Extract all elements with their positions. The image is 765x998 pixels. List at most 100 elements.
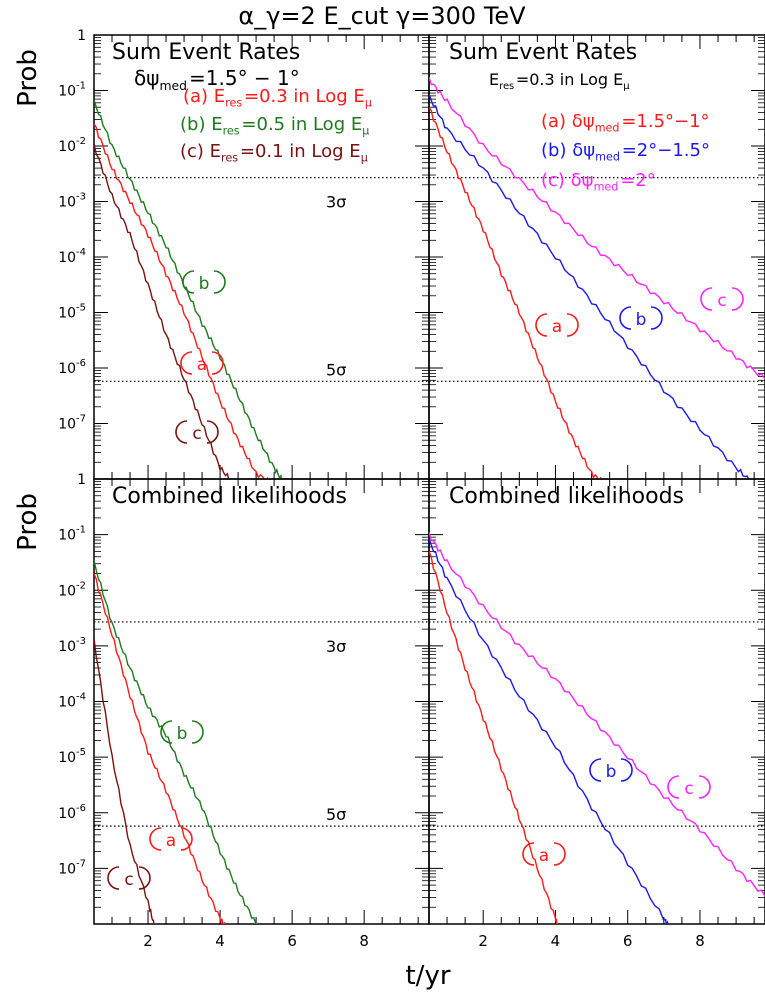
curve-label-arc-right [731, 287, 744, 311]
figure-title: α_γ=2 E_cut γ=300 TeV [238, 2, 526, 30]
panel-1: 1 10-1 10-2 10-3 10-4 10-5 10-6 10-7 3σ 5σ Sum Eve… [58, 28, 430, 480]
legend-entry-1: (a) δψmed =1.5°−1° [541, 111, 710, 135]
curve-label-a: a [149, 827, 193, 851]
y-tick-label: 10-5 [58, 747, 86, 766]
x-axis-label: t/yr [405, 961, 450, 991]
x-tick-label: 6 [287, 932, 297, 950]
panel-frame [93, 478, 430, 925]
curve-label-c: c [175, 420, 219, 444]
x-tick-label: 8 [359, 932, 369, 950]
curve-label-text: a [166, 831, 176, 851]
series-line-1 [429, 106, 602, 479]
curve-label-arc-left [535, 313, 548, 337]
x-tick-label: 2 [478, 932, 488, 950]
curve-label-arc-left [619, 306, 632, 330]
series-line-2 [429, 537, 671, 924]
panel-subtitle: Eres =0.3 in Log Eμ [489, 70, 631, 92]
curve-label-arc-right [191, 720, 204, 744]
series-line-2 [94, 99, 283, 479]
curve-label-c: c [107, 866, 151, 890]
curve-label-c: c [667, 775, 711, 799]
y-tick-label: 10-4 [58, 247, 86, 266]
x-tick-label: 6 [623, 932, 633, 950]
y-tick-label: 1 [77, 28, 86, 44]
y-tick-label: 10-3 [58, 192, 86, 211]
sigma-label: 5σ [326, 360, 346, 379]
series-line-1 [94, 123, 269, 479]
curve-label-arc-right [138, 866, 151, 890]
panel-frame [428, 34, 765, 480]
panel-3: 1 10-1 10-2 10-3 10-4 10-5 10-6 10-7 2 4 6 8 3σ 5σ Com… [58, 472, 430, 950]
series-line-2 [94, 560, 258, 924]
legend-entry-2: (b) Eres =0.5 in Log Eμ [180, 114, 371, 138]
panel-frame [428, 478, 765, 925]
y-tick-label: 10-1 [58, 81, 86, 100]
panel-title: Combined likelihoods [449, 484, 684, 509]
panel-4: 2 4 6 8 Combined likelihoods a b c [428, 478, 765, 950]
curve-label-arc-left [182, 270, 195, 294]
curve-label-b: b [160, 720, 204, 744]
series-line-3 [429, 76, 765, 380]
curve-label-arc-left [149, 827, 162, 851]
curve-label-arc-left [107, 866, 120, 890]
curve-label-arc-left [700, 287, 713, 311]
y-tick-label: 10-1 [58, 525, 86, 544]
curve-label-arc-right [620, 758, 633, 782]
series-line-3 [94, 143, 230, 479]
x-tick-label: 8 [695, 932, 705, 950]
panel-2: Sum Event Rates Eres =0.3 in Log Eμ (a) δ… [428, 34, 765, 480]
y-tick-label: 10-3 [58, 636, 86, 655]
curve-label-text: b [199, 274, 210, 294]
curve-label-a: a [180, 351, 224, 375]
legend-entry-3: (c) Eres =0.1 in Log Eμ [180, 141, 370, 165]
curve-label-b: b [619, 306, 663, 330]
series-line-2 [429, 93, 750, 479]
curve-label-text: c [717, 291, 726, 311]
curve-label-arc-left [160, 720, 173, 744]
curve-label-text: b [606, 762, 617, 782]
curve-label-arc-left [589, 758, 602, 782]
y-tick-label: 10-7 [58, 858, 86, 877]
panel-title: Combined likelihoods [112, 484, 347, 509]
legend-entry-2: (b) δψmed =2°−1.5° [541, 140, 710, 164]
y-axis-label-bottom: Prob [13, 493, 43, 551]
panel-title: Sum Event Rates [449, 40, 637, 65]
curve-label-arc-right [211, 351, 224, 375]
series-line-3 [429, 532, 765, 897]
curve-label-text: a [552, 317, 562, 337]
curve-label-arc-right [698, 775, 711, 799]
series-line-1 [429, 551, 559, 924]
curve-label-arc-right [180, 827, 193, 851]
y-tick-label: 10-5 [58, 303, 86, 322]
y-tick-label: 10-2 [58, 580, 86, 599]
panels-group: 1 10-1 10-2 10-3 10-4 10-5 10-6 10-7 3σ 5σ Sum Eve… [58, 28, 765, 950]
panel-subtitle: δψmed =1.5° − 1° [134, 66, 300, 93]
curve-label-arc-right [566, 313, 579, 337]
panel-title: Sum Event Rates [112, 40, 300, 65]
x-tick-label: 2 [143, 932, 153, 950]
curve-label-text: c [192, 424, 201, 444]
series-line-3 [94, 637, 155, 924]
curve-label-arc-left [175, 420, 188, 444]
sigma-label: 5σ [326, 805, 346, 824]
curve-label-arc-right [213, 270, 226, 294]
x-tick-label: 4 [215, 932, 225, 950]
y-tick-label: 10-6 [58, 803, 86, 822]
curve-label-a: a [535, 313, 579, 337]
curve-label-arc-right [206, 420, 219, 444]
curve-label-arc-right [650, 306, 663, 330]
curve-label-text: a [539, 846, 549, 866]
curve-label-b: b [182, 270, 226, 294]
curve-label-arc-right [553, 842, 566, 866]
legend-entry-1: (a) Eres =0.3 in Log Eμ [183, 86, 374, 110]
curve-label-c: c [700, 287, 744, 311]
x-tick-label: 4 [551, 932, 561, 950]
curve-label-text: a [197, 355, 207, 375]
y-tick-label: 10-4 [58, 692, 86, 711]
y-tick-label: 10-7 [58, 414, 86, 433]
y-tick-label: 1 [77, 472, 86, 488]
curve-label-arc-left [522, 842, 535, 866]
y-axis-label-top: Prob [13, 49, 43, 107]
sigma-label: 3σ [326, 193, 346, 212]
